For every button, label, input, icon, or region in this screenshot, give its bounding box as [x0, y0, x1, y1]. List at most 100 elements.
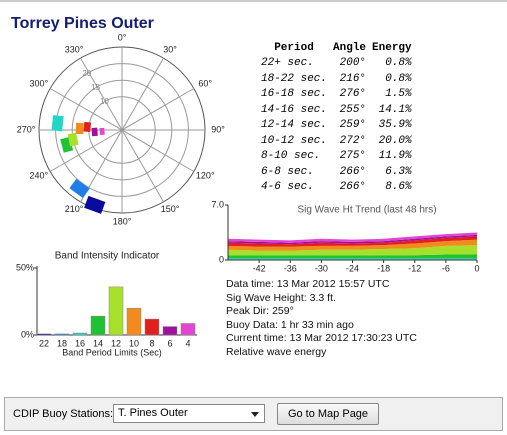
cell: 11.9% [378, 150, 412, 163]
angle-label: 240° [30, 170, 49, 180]
band-row: 8-10 sec. 275° 11.9% [252, 149, 415, 165]
trend-area [228, 258, 477, 260]
x-tick-label: -30 [315, 263, 328, 273]
trend-area [228, 245, 477, 256]
bar [36, 333, 52, 336]
header-cell: Period [274, 41, 314, 54]
x-tick-label: 14 [93, 338, 103, 348]
angle-label: 150° [161, 204, 180, 214]
bar [162, 326, 178, 336]
band-row: 12-14 sec. 259° 35.9% [252, 118, 415, 134]
band-row: 16-18 sec. 276° 1.5% [252, 87, 415, 103]
bar [126, 307, 142, 336]
cell: 1.5% [385, 88, 412, 101]
station-select[interactable]: T. Pines Outer [113, 404, 265, 423]
band-row: 6-8 sec. 266° 6.3% [252, 164, 415, 180]
y-tick-label: 50% [16, 262, 34, 272]
station-panel: CDIP Buoy Stations: T. Pines Outer Go to… [4, 397, 503, 431]
band-block [67, 132, 79, 147]
cell: 8.6% [385, 181, 412, 194]
band-row: 18-22 sec. 216° 0.8% [252, 71, 415, 87]
x-tick-label: 22 [39, 338, 49, 348]
band-block [51, 115, 64, 132]
angle-label: 330° [65, 45, 84, 55]
bar [90, 315, 106, 336]
cell: 266° [339, 165, 367, 178]
x-tick-label: 6 [167, 338, 172, 348]
angle-label: 180° [113, 216, 132, 226]
x-tick-label: 16 [75, 338, 85, 348]
cell: 20.0% [378, 134, 412, 147]
band-table: Period Angle Energy 22+ sec. 200° 0.8% 18-22 s… [252, 40, 415, 195]
angle-label: 90° [211, 124, 225, 134]
band-block [83, 121, 92, 133]
x-tick-label: 8 [149, 338, 154, 348]
x-tick-label: 10 [129, 338, 139, 348]
station-label: CDIP Buoy Stations: [13, 408, 114, 420]
cell: 272° [339, 134, 367, 147]
angle-label: 210° [65, 204, 84, 214]
trend-area [228, 236, 477, 247]
bar [108, 286, 124, 336]
spoke [49, 88, 123, 131]
x-tick-label: -42 [253, 263, 266, 273]
spoke [121, 129, 195, 172]
info-line: Buoy Data: 1 hr 33 min ago [226, 318, 354, 331]
map-button[interactable]: Go to Map Page [277, 403, 379, 425]
x-tick-label: -6 [442, 263, 450, 273]
trend-area [228, 234, 477, 245]
spoke [49, 129, 123, 172]
cell: 4-6 sec. [261, 181, 314, 194]
cell: 10-12 sec. [261, 134, 328, 147]
info-line: Data time: 13 Mar 2012 15:57 UTC [226, 278, 390, 290]
header-row: Period Angle Energy [252, 40, 415, 56]
x-tick-label: -36 [284, 263, 297, 273]
range-label: 20 [82, 69, 91, 78]
band-row: 22+ sec. 200° 0.8% [252, 56, 415, 72]
spoke [121, 88, 195, 131]
station-title: Torrey Pines Outer [11, 15, 154, 32]
cell: 0.8% [385, 57, 412, 70]
band-block [75, 122, 84, 135]
angle-label: 30° [163, 45, 177, 55]
x-axis-label: Band Period Limits (Sec) [62, 347, 162, 357]
y-tick-label: 0 [219, 254, 224, 264]
cell: 6-8 sec. [261, 165, 314, 178]
x-tick-label: 4 [185, 338, 190, 348]
bar [144, 318, 160, 336]
cell: 22+ sec. [261, 57, 314, 70]
band-block [99, 127, 105, 135]
band-row: 4-6 sec. 266° 8.6% [252, 180, 415, 196]
y-tick-label: 7.0 [211, 199, 224, 209]
y-tick-label: 0% [21, 329, 34, 339]
spoke [121, 57, 164, 131]
cell: 0.8% [385, 72, 412, 85]
trend-title: Sig Wave Ht Trend (last 48 hrs) [297, 205, 436, 216]
angle-label: 300° [30, 78, 49, 88]
x-tick-label: -24 [346, 263, 359, 273]
trend-area [228, 232, 477, 243]
x-tick-label: 0 [474, 263, 479, 273]
cell: 255° [339, 103, 367, 116]
range-label: 10 [100, 97, 109, 106]
bar [72, 332, 88, 336]
band-row: 10-12 sec. 272° 20.0% [252, 133, 415, 149]
angle-label: 0° [118, 32, 127, 42]
x-tick-label: -18 [377, 263, 390, 273]
info-line: Sig Wave Height: 3.3 ft. [226, 291, 336, 304]
cell: 35.9% [378, 119, 412, 132]
info: Data time: 13 Mar 2012 15:57 UTC Sig Wave… [226, 278, 417, 360]
cell: 216° [339, 72, 367, 85]
x-tick-label: 12 [111, 338, 121, 348]
spoke [80, 57, 123, 131]
cell: 266° [339, 181, 367, 194]
cell: 275° [339, 150, 367, 163]
bar [54, 333, 70, 336]
charts: 0° 30° 60° 90° 120° 150° 180° 210° 240° 270° 300° 3… [0, 0, 507, 357]
cell: 6.3% [385, 165, 412, 178]
range-label: 15 [91, 83, 100, 92]
angle-label: 60° [198, 78, 212, 88]
cell: 18-22 sec. [261, 72, 328, 85]
info-line: Relative wave energy [226, 345, 327, 358]
